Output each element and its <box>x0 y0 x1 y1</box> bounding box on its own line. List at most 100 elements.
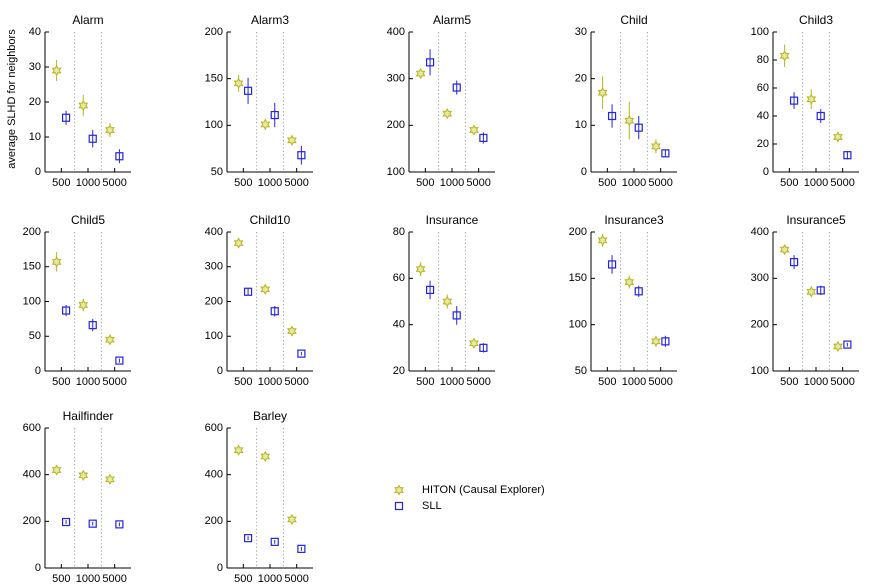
y-tick-label: 60 <box>757 82 769 94</box>
sll-point <box>243 86 253 95</box>
sll-point <box>634 287 643 296</box>
hiton-point <box>651 140 661 152</box>
hiton-point <box>833 340 843 353</box>
y-tick-label: 400 <box>205 469 223 481</box>
hiton-point <box>806 93 817 105</box>
y-tick-label: 150 <box>205 73 223 85</box>
panel-title: Insurance <box>426 213 479 227</box>
hiton-point <box>469 124 479 136</box>
y-tick-label: 0 <box>763 166 769 178</box>
panel-title: Alarm <box>72 13 103 27</box>
y-tick-label: 300 <box>751 272 769 284</box>
hiton-point <box>287 513 297 526</box>
y-tick-label: 100 <box>751 365 769 377</box>
panel-child10: Child10 0 100 200 300 400 500 1000 5000 <box>205 213 313 388</box>
y-tick-label: 100 <box>387 166 405 178</box>
x-tick-label: 5000 <box>466 376 490 388</box>
legend: HITON (Causal Explorer) SLL <box>394 484 545 512</box>
panel-title: Child10 <box>250 213 291 227</box>
sll-point <box>297 151 306 160</box>
panel-title: Barley <box>253 409 287 423</box>
legend-label: SLL <box>422 500 442 512</box>
hiton-point <box>51 256 62 268</box>
sll-point <box>843 340 852 349</box>
y-tick-label: 10 <box>29 131 41 143</box>
sll-point <box>607 260 617 269</box>
x-tick-label: 5000 <box>466 177 490 189</box>
y-axis-label: average SLHD for neighbors <box>6 29 18 169</box>
sll-point <box>479 343 488 352</box>
x-tick-label: 5000 <box>284 573 308 585</box>
y-tick-label: 100 <box>23 295 41 307</box>
y-tick-label: 20 <box>575 73 587 85</box>
sll-point <box>270 307 279 316</box>
sll-point <box>816 111 825 121</box>
y-tick-label: 0 <box>217 365 223 377</box>
x-tick-label: 5000 <box>284 177 308 189</box>
x-tick-label: 1000 <box>804 177 828 189</box>
y-tick-label: 200 <box>205 515 223 527</box>
sll-point <box>88 321 97 330</box>
panel-insurance5: Insurance5 100 200 300 400 500 1000 5000 <box>751 213 859 388</box>
y-tick-label: 400 <box>387 26 405 38</box>
x-tick-label: 5000 <box>102 573 126 585</box>
y-tick-label: 600 <box>23 422 41 434</box>
hiton-point <box>287 134 297 146</box>
hiton-point <box>233 237 244 249</box>
sll-point <box>789 96 799 105</box>
x-tick-label: 1000 <box>804 376 828 388</box>
y-tick-label: 20 <box>29 96 41 108</box>
x-tick-label: 500 <box>780 177 798 189</box>
x-tick-label: 1000 <box>622 376 646 388</box>
y-tick-label: 200 <box>23 515 41 527</box>
x-tick-label: 5000 <box>648 376 672 388</box>
sll-point <box>661 337 670 346</box>
sll-point <box>425 285 435 295</box>
y-tick-label: 30 <box>575 26 587 38</box>
sll-point <box>270 537 279 546</box>
x-tick-label: 500 <box>598 177 616 189</box>
panel-title: Child <box>620 13 647 27</box>
x-tick-label: 500 <box>52 177 70 189</box>
panel-title: Alarm3 <box>251 13 289 27</box>
x-tick-label: 5000 <box>830 177 854 189</box>
sll-point <box>61 113 71 122</box>
hiton-point <box>105 124 115 136</box>
y-tick-label: 200 <box>387 119 405 131</box>
y-tick-label: 0 <box>35 562 41 574</box>
hiton-point <box>105 473 115 485</box>
x-tick-label: 5000 <box>102 177 126 189</box>
x-tick-label: 500 <box>234 177 252 189</box>
hiton-point <box>51 464 62 476</box>
sll-point <box>452 311 461 320</box>
sll-point <box>297 544 306 553</box>
x-tick-label: 5000 <box>648 177 672 189</box>
sll-point <box>61 306 71 315</box>
y-tick-label: 400 <box>23 469 41 481</box>
y-tick-label: 50 <box>211 166 223 178</box>
x-tick-label: 500 <box>234 573 252 585</box>
hiton-point <box>469 337 479 349</box>
hiton-point <box>597 87 608 99</box>
x-tick-label: 1000 <box>258 573 282 585</box>
y-tick-label: 200 <box>205 26 223 38</box>
y-tick-label: 400 <box>205 226 223 238</box>
hiton-point <box>779 243 790 256</box>
hiton-point <box>415 263 426 275</box>
panel-hailfinder: Hailfinder 0 200 400 600 500 1000 5000 <box>23 409 131 585</box>
sll-point <box>61 517 71 527</box>
y-tick-label: 40 <box>29 26 41 38</box>
x-tick-label: 500 <box>52 573 70 585</box>
y-tick-label: 40 <box>757 110 769 122</box>
panel-child: Child 0 10 20 30 500 1000 5000 <box>575 13 677 189</box>
hiton-point <box>833 131 843 143</box>
x-tick-label: 1000 <box>258 376 282 388</box>
sll-point <box>115 356 124 365</box>
x-tick-label: 5000 <box>830 376 854 388</box>
y-tick-label: 0 <box>217 562 223 574</box>
legend-label: HITON (Causal Explorer) <box>422 484 545 496</box>
legend-marker <box>394 501 404 511</box>
panel-child3: Child3 0 20 40 60 80 100 500 1000 5000 <box>751 13 859 189</box>
hiton-point <box>233 444 244 456</box>
